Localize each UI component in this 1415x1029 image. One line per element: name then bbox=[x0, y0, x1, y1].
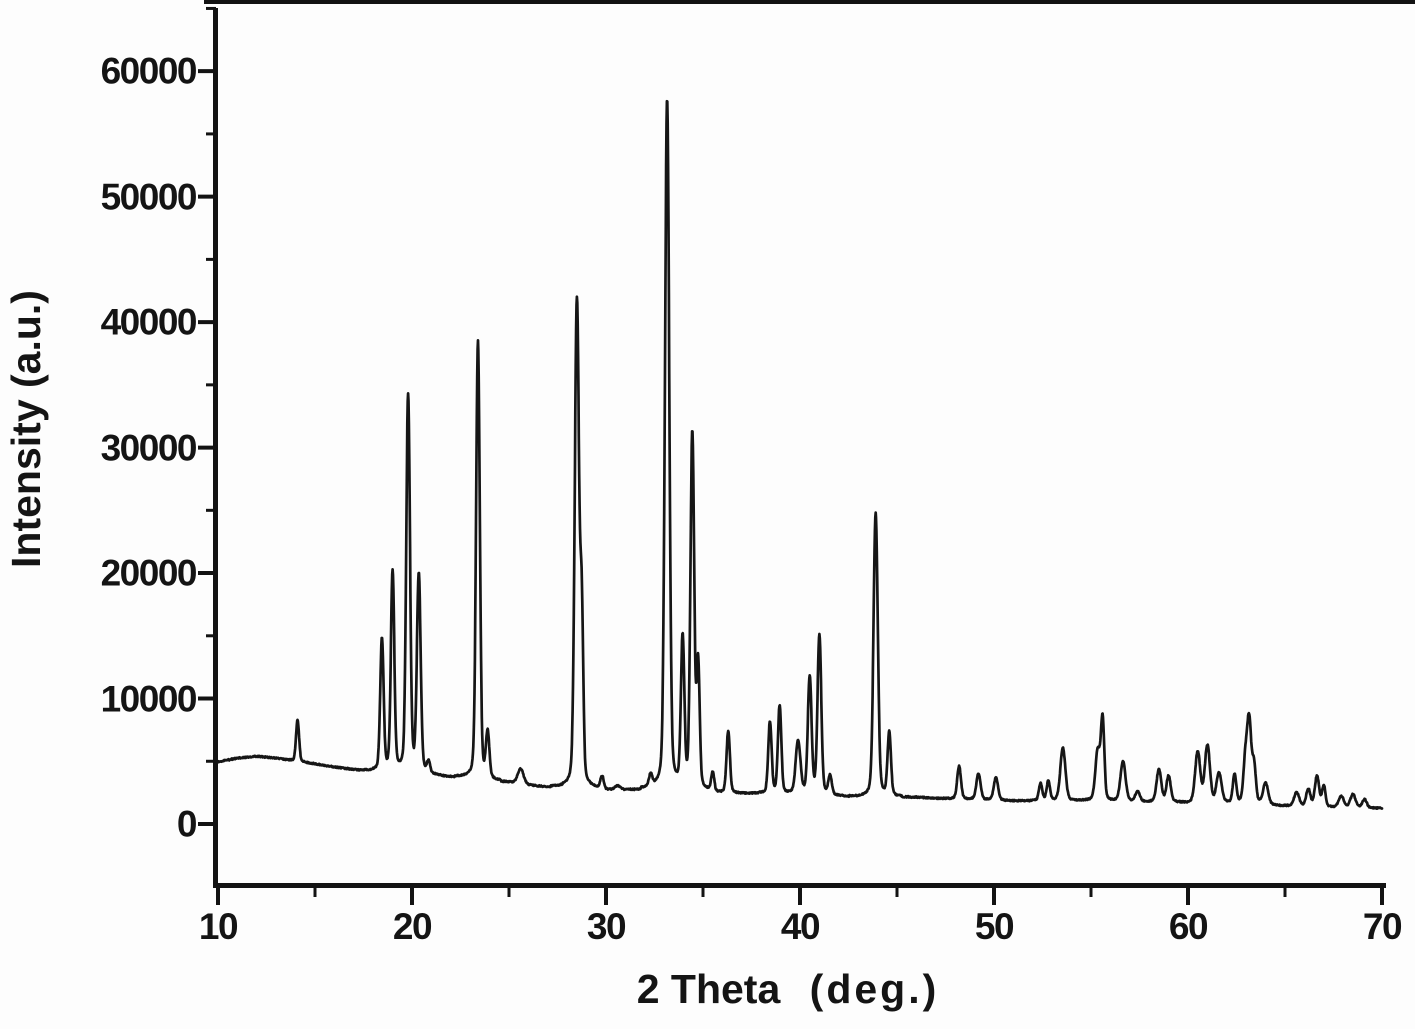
x-tick-label-40: 40 bbox=[780, 906, 821, 947]
xrd-pattern-curve bbox=[216, 99, 1384, 810]
y-tick-label-0: 0 bbox=[176, 803, 198, 845]
x-tick-label-10: 10 bbox=[198, 906, 239, 947]
y-tick-label-40000: 40000 bbox=[100, 301, 198, 343]
x-axis-title-text: 2 Theta bbox=[636, 966, 781, 1012]
x-tick-label-20: 20 bbox=[392, 906, 433, 947]
y-tick-label-10000: 10000 bbox=[100, 678, 198, 720]
y-axis-title: Intensity (a.u.) bbox=[3, 290, 49, 568]
figure-top-border bbox=[204, 0, 1415, 4]
x-tick-label-60: 60 bbox=[1168, 906, 1209, 947]
axes bbox=[198, 6, 1386, 905]
x-tick-label-70: 70 bbox=[1362, 906, 1403, 947]
y-tick-label-60000: 60000 bbox=[100, 50, 198, 92]
x-tick-label-30: 30 bbox=[586, 906, 627, 947]
y-tick-label-50000: 50000 bbox=[100, 176, 198, 218]
y-tick-label-30000: 30000 bbox=[100, 427, 198, 469]
y-tick-label-20000: 20000 bbox=[100, 552, 198, 594]
x-axis-title-unit: (deg.) bbox=[809, 966, 940, 1012]
x-tick-label-50: 50 bbox=[974, 906, 1015, 947]
x-axis-title: 2 Theta (deg.) bbox=[493, 966, 1083, 1013]
